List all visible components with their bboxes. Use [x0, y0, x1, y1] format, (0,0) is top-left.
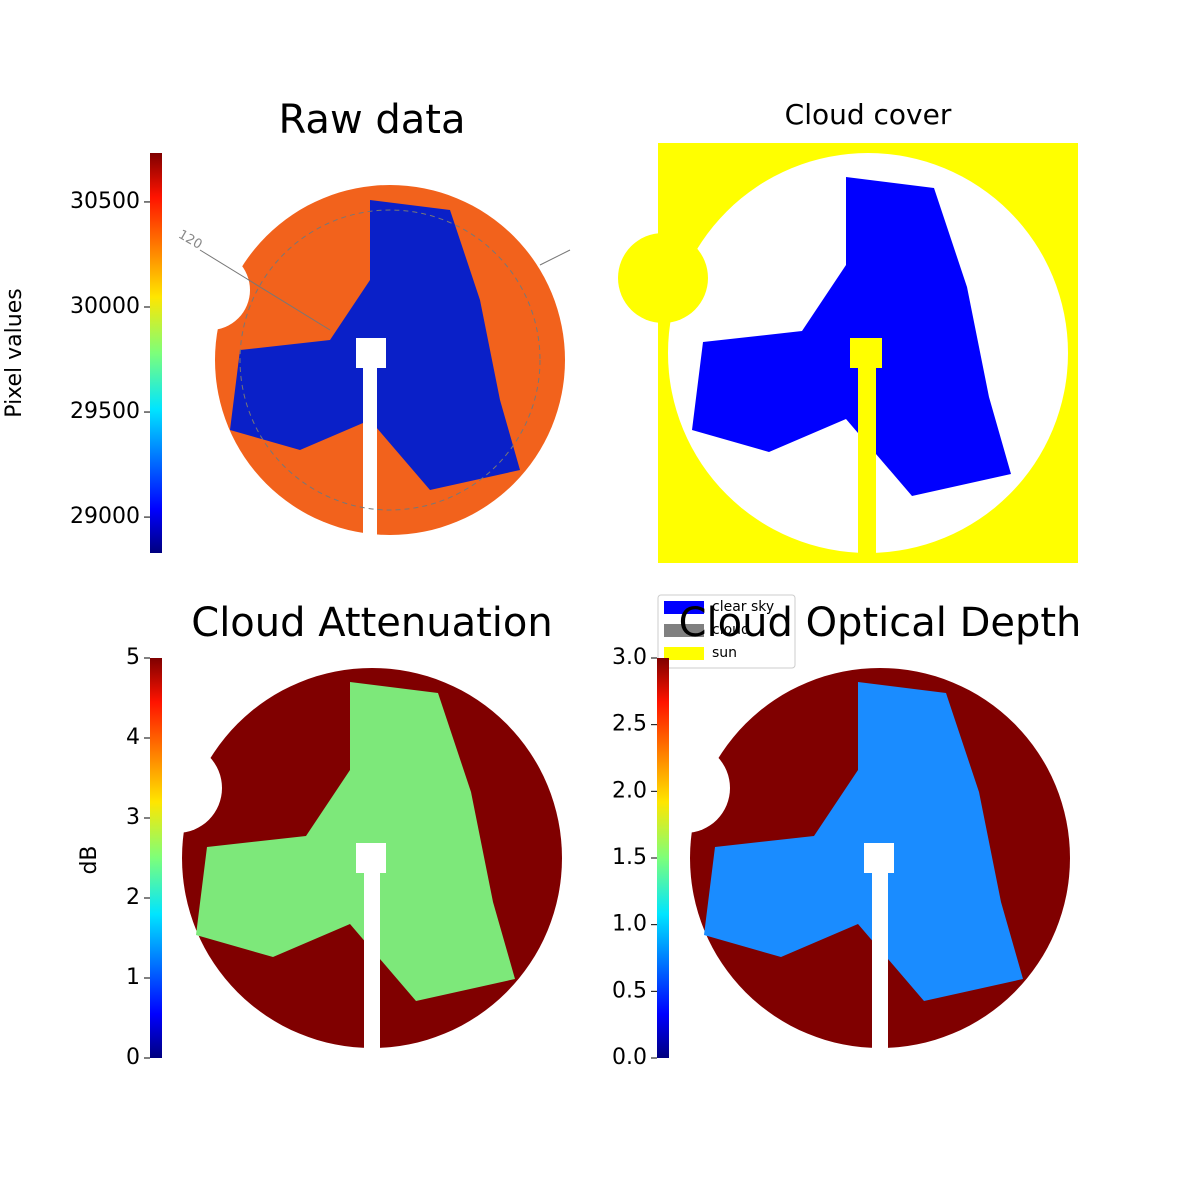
colorbar-tick-label: 3.0 — [612, 645, 647, 670]
cloud-mask — [618, 143, 1078, 563]
legend-swatch — [664, 601, 704, 614]
legend-label: clear sky — [712, 599, 774, 615]
panel-title: Cloud Attenuation — [191, 600, 552, 646]
colorbar-tick-label: 1.5 — [612, 845, 647, 870]
legend-label: sun — [712, 645, 737, 661]
sky-image — [132, 668, 562, 1058]
colorbar-tick-label: 1 — [126, 965, 140, 990]
panel-title: Cloud cover — [785, 98, 952, 131]
sky-image — [640, 668, 1070, 1058]
colorbar-label: dB — [77, 845, 102, 874]
legend-label: cloud — [712, 622, 750, 638]
colorbar-tick-label: 2.5 — [612, 712, 647, 737]
legend-swatch — [664, 647, 704, 660]
colorbar-tick-label: 2 — [126, 885, 140, 910]
sky-image — [170, 185, 571, 550]
colorbar-tick-label: 1.0 — [612, 912, 647, 937]
colorbar-tick-label: 0.0 — [612, 1045, 647, 1070]
panel-title: Cloud Optical Depth — [679, 600, 1082, 646]
colorbar — [657, 658, 669, 1058]
colorbar-tick-label: 30500 — [70, 189, 140, 214]
colorbar — [150, 153, 162, 553]
colorbar-tick-label: 4 — [126, 725, 140, 750]
colorbar-tick-label: 0.5 — [612, 978, 647, 1003]
colorbar-tick-label: 29500 — [70, 399, 140, 424]
colorbar-tick-label: 3 — [126, 805, 140, 830]
colorbar-label: Pixel values — [2, 288, 27, 417]
colorbar-tick-label: 30000 — [70, 294, 140, 319]
colorbar — [150, 658, 162, 1058]
colorbar-tick-label: 5 — [126, 645, 140, 670]
angle-label: 120 — [175, 227, 204, 252]
colorbar-tick-label: 29000 — [70, 504, 140, 529]
colorbar-tick-label: 0 — [126, 1045, 140, 1070]
colorbar-tick-label: 2.0 — [612, 778, 647, 803]
legend-swatch — [664, 624, 704, 637]
panel-title: Raw data — [279, 97, 466, 143]
